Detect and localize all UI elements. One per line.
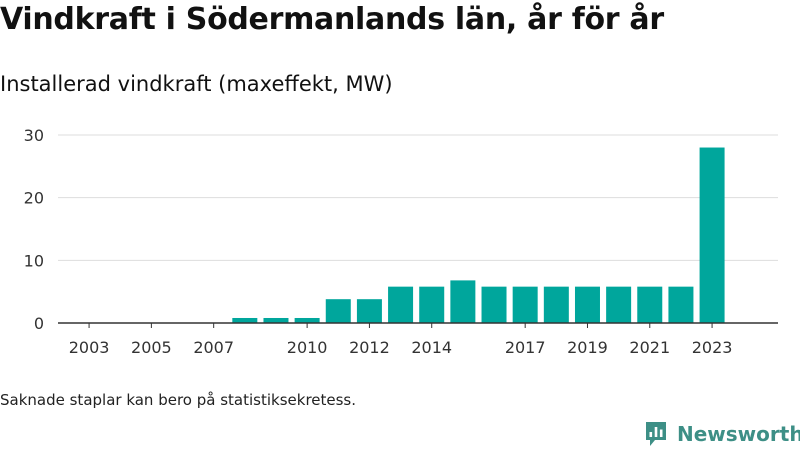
bar-2019	[574, 286, 600, 323]
bars	[232, 147, 725, 323]
x-tick-label: 2023	[692, 338, 733, 357]
bar-2014	[419, 286, 445, 323]
bar-2017	[512, 286, 538, 323]
x-tick-label: 2005	[131, 338, 172, 357]
x-tick-label: 2014	[411, 338, 452, 357]
x-tick-label: 2021	[629, 338, 670, 357]
brand-name: Newsworthy	[677, 422, 800, 446]
x-tick-label: 2019	[567, 338, 608, 357]
bar-2010	[294, 317, 320, 323]
bar-2021	[637, 286, 663, 323]
y-tick-label: 20	[24, 189, 44, 208]
y-tick-label: 30	[24, 126, 44, 145]
x-tick-label: 2017	[505, 338, 546, 357]
bar-2008	[232, 317, 258, 323]
x-tick-label: 2003	[69, 338, 110, 357]
y-axis-labels: 0 10 20 30	[24, 126, 44, 333]
x-tick-label: 2010	[287, 338, 328, 357]
x-tick-label: 2007	[193, 338, 234, 357]
x-axis-labels: 2003 2005 2007 2010 2012 2014 2017 2019 2021 2023	[69, 338, 733, 357]
bar-2009	[263, 317, 289, 323]
bar-2022	[668, 286, 694, 323]
y-tick-label: 10	[24, 251, 44, 270]
chart-subtitle: Installerad vindkraft (maxeffekt, MW)	[0, 72, 393, 96]
newsworthy-logo-icon	[646, 422, 666, 446]
x-axis	[58, 322, 778, 328]
bar-2018	[543, 286, 569, 323]
chart-title: Vindkraft i Södermanlands län, år för år	[0, 2, 664, 37]
bar-2016	[481, 286, 507, 323]
bar-2013	[388, 286, 414, 323]
x-tick-label: 2012	[349, 338, 390, 357]
brand-logo: Newsworthy	[644, 420, 800, 448]
footnote: Saknade staplar kan bero på statistiksek…	[0, 391, 357, 409]
bar-2023	[699, 147, 725, 323]
y-tick-label: 0	[34, 314, 44, 333]
bar-2012	[356, 299, 382, 323]
gridlines	[58, 134, 778, 261]
bar-chart: 0 10 20 30 2003 2005 2007 2010 2012 2014 2017 2019…	[24, 126, 778, 357]
bar-2015	[450, 280, 476, 323]
bar-2020	[606, 286, 632, 323]
bar-2011	[325, 299, 351, 323]
